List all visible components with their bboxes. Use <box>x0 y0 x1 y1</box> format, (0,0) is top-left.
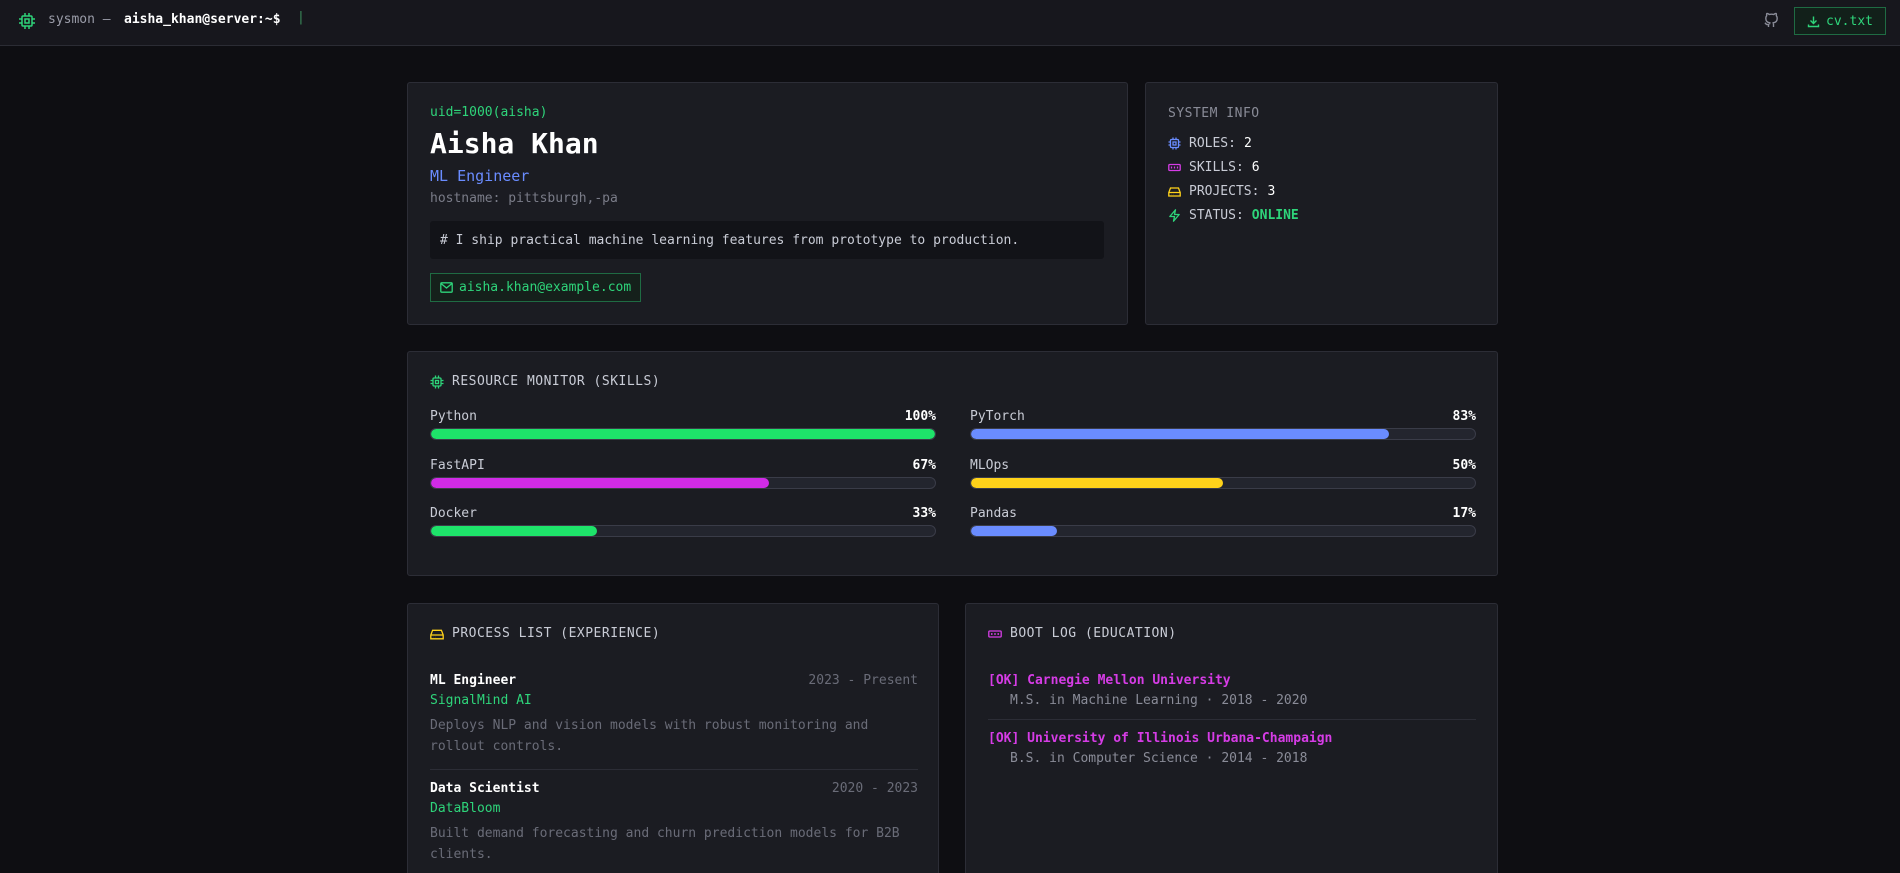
projects-row: PROJECTS: 3 <box>1168 184 1275 199</box>
education-section-title: BOOT LOG (EDUCATION) <box>988 626 1177 641</box>
education-detail: B.S. in Computer Science · 2014 - 2018 <box>1010 751 1308 766</box>
skill-name: Docker <box>430 506 477 521</box>
skill-name: MLOps <box>970 458 1010 473</box>
terminal-cursor: | <box>297 10 305 25</box>
skill-percent: 17% <box>1452 506 1476 521</box>
job-dates: 2023 - Present <box>808 673 918 688</box>
system-info-card: SYSTEM INFO ROLES: 2 SKILLS: 6 PROJECTS:… <box>1145 82 1498 325</box>
skill-fill <box>971 526 1057 536</box>
cpu-chip-icon <box>18 12 36 30</box>
skill-name: Pandas <box>970 506 1017 521</box>
github-icon[interactable] <box>1762 11 1780 29</box>
email-link[interactable]: aisha.khan@example.com <box>430 273 642 302</box>
download-icon <box>1807 15 1820 28</box>
skill-name: Python <box>430 409 477 424</box>
projects-label: PROJECTS: <box>1189 184 1260 199</box>
status-row: STATUS: ONLINE <box>1168 208 1299 223</box>
memory-icon <box>1168 161 1181 174</box>
job-dates: 2020 - 2023 <box>831 781 918 796</box>
skill-fill <box>971 429 1390 439</box>
roles-row: ROLES: 2 <box>1168 136 1252 151</box>
status-label: STATUS: <box>1189 208 1244 223</box>
education-entry: [OK] University of Illinois Urbana-Champ… <box>988 731 1332 766</box>
education-card: BOOT LOG (EDUCATION) [OK] Carnegie Mello… <box>965 603 1498 873</box>
skills-label: SKILLS: <box>1189 160 1244 175</box>
education-school: [OK] University of Illinois Urbana-Champ… <box>988 731 1333 746</box>
top-bar: sysmon — aisha_khan@server:~$ | cv.txt <box>0 0 1900 46</box>
cpu-icon <box>1168 137 1181 150</box>
job-title: Data Scientist <box>430 781 540 796</box>
education-school: [OK] Carnegie Mellon University <box>988 673 1231 688</box>
experience-title-text: PROCESS LIST (EXPERIENCE) <box>452 626 661 641</box>
status-value: ONLINE <box>1251 208 1299 223</box>
job-description: Built demand forecasting and churn predi… <box>430 826 900 862</box>
skill-fill <box>431 478 769 488</box>
education-entry: [OK] Carnegie Mellon University M.S. in … <box>988 673 1307 708</box>
experience-card: PROCESS LIST (EXPERIENCE) ML Engineer 20… <box>407 603 939 873</box>
skill-percent: 67% <box>912 458 936 473</box>
roles-value: 2 <box>1243 136 1252 151</box>
skill-track <box>430 525 936 537</box>
hard-drive-icon <box>1168 185 1181 198</box>
divider <box>430 769 918 770</box>
cpu-chip-icon <box>430 375 444 389</box>
skill-track <box>430 428 936 440</box>
skill-fill <box>431 526 598 536</box>
user-prompt: aisha_khan@server:~$ <box>124 12 281 27</box>
job-title: ML Engineer <box>430 673 517 688</box>
skill-track <box>970 428 1476 440</box>
profile-bio: # I ship practical machine learning feat… <box>430 221 1104 259</box>
cv-button-label: cv.txt <box>1826 13 1873 29</box>
skill-fill <box>431 429 935 439</box>
roles-label: ROLES: <box>1189 136 1236 151</box>
education-title-text: BOOT LOG (EDUCATION) <box>1010 626 1177 641</box>
skills-title-text: RESOURCE MONITOR (SKILLS) <box>452 374 661 389</box>
skill-name: FastAPI <box>430 458 485 473</box>
email-address: aisha.khan@example.com <box>459 280 632 295</box>
job-company: DataBloom <box>430 801 501 816</box>
education-detail: M.S. in Machine Learning · 2018 - 2020 <box>1010 693 1308 708</box>
job-company: SignalMind AI <box>430 693 532 708</box>
system-info-title: SYSTEM INFO <box>1168 106 1260 121</box>
skill-fill <box>971 478 1223 488</box>
skill-track <box>430 477 936 489</box>
profile-card: uid=1000(aisha) Aisha Khan ML Engineer h… <box>407 82 1128 325</box>
divider <box>988 719 1476 720</box>
memory-icon <box>988 627 1002 641</box>
skill-percent: 100% <box>904 409 936 424</box>
download-cv-button[interactable]: cv.txt <box>1794 7 1886 35</box>
mail-icon <box>440 282 453 293</box>
skill-percent: 33% <box>912 506 936 521</box>
job-description: Deploys NLP and vision models with robus… <box>430 718 869 754</box>
skills-section-title: RESOURCE MONITOR (SKILLS) <box>430 374 660 389</box>
skills-card: RESOURCE MONITOR (SKILLS) Python 100% Py… <box>407 351 1498 576</box>
app-name: sysmon — <box>48 12 111 27</box>
skill-percent: 50% <box>1452 458 1476 473</box>
profile-hostname: hostname: pittsburgh,-pa <box>430 191 618 206</box>
profile-role: ML Engineer <box>430 167 530 185</box>
user-id: uid=1000(aisha) <box>430 105 548 120</box>
skill-track <box>970 525 1476 537</box>
skill-track <box>970 477 1476 489</box>
skills-value: 6 <box>1251 160 1260 175</box>
skills-row: SKILLS: 6 <box>1168 160 1260 175</box>
skill-percent: 83% <box>1452 409 1476 424</box>
experience-section-title: PROCESS LIST (EXPERIENCE) <box>430 626 660 641</box>
lightning-icon <box>1168 209 1181 222</box>
projects-value: 3 <box>1267 184 1276 199</box>
hard-drive-icon <box>430 627 444 641</box>
skill-name: PyTorch <box>970 409 1025 424</box>
profile-name: Aisha Khan <box>430 127 599 160</box>
